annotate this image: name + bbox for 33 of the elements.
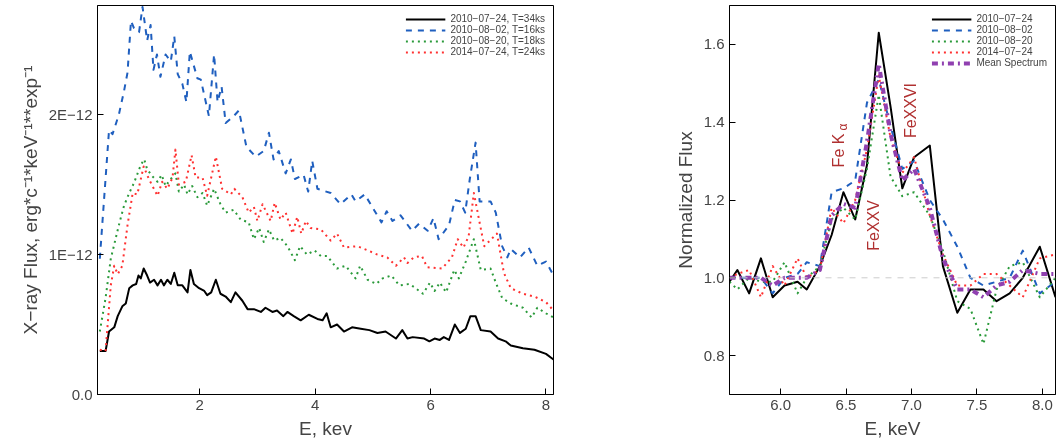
x-tick-label: 6.0 <box>770 395 791 413</box>
annotation: FeXXV <box>865 199 882 251</box>
y-tick-label: 1.0 <box>703 268 725 286</box>
y-tick-label: 1.4 <box>703 113 725 131</box>
y-tick-label: 1.2 <box>703 191 725 208</box>
x-tick-label: 6.5 <box>835 395 857 413</box>
y-axis-title: X−ray Flux, erg*c⁻¹*keV⁻¹**exp⁻¹ <box>19 65 41 335</box>
x-tick-label: 8.0 <box>1031 395 1053 413</box>
annotation: Fe Kα <box>830 123 850 168</box>
legend-label: 2014−07−24 <box>976 46 1033 57</box>
legend-label: 2010−08−02 <box>976 24 1033 35</box>
x-axis-title: E, keV <box>864 417 921 439</box>
legend-label: 2010−07−24 <box>976 13 1033 24</box>
x-tick-label: 7.0 <box>901 395 922 413</box>
legend-label: 2014−07−24, T=24ks <box>450 46 545 57</box>
x-tick-label: 6 <box>426 395 435 413</box>
legend-label: Mean Spectrum <box>976 57 1047 68</box>
legend-label: 2010−08−20, T=18ks <box>450 35 545 46</box>
legend-label: 2010−08−20 <box>976 35 1033 46</box>
y-tick-label: 1.6 <box>703 35 725 53</box>
x-tick-label: 8 <box>541 395 551 413</box>
y-tick-label: 1E−12 <box>48 246 93 264</box>
legend-label: 2010−08−02, T=16ks <box>450 24 545 35</box>
x-tick-label: 2 <box>195 395 204 413</box>
x-tick-label: 4 <box>310 395 320 413</box>
y-tick-label: 0.0 <box>71 386 93 403</box>
y-tick-label: 0.8 <box>703 346 725 364</box>
x-axis-title: E, kev <box>299 417 353 439</box>
legend-label: 2010−07−24, T=34ks <box>450 13 545 24</box>
y-tick-label: 2E−12 <box>48 106 93 124</box>
y-axis-title: Normalized Flux <box>674 130 696 269</box>
x-tick-label: 7.5 <box>966 395 988 413</box>
annotation: FeXXVI <box>902 82 919 139</box>
